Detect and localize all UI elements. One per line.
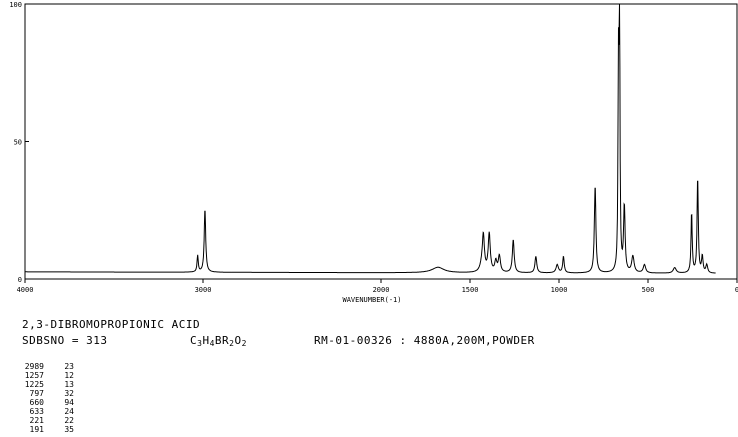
plot-frame: [24, 3, 738, 280]
peak-row: 221 22: [22, 416, 74, 425]
x-tick-label: 0: [735, 286, 738, 294]
peak-intensity: 32: [64, 389, 74, 398]
x-tick-label: 3000: [195, 286, 212, 294]
plot-border: [24, 3, 738, 280]
sdbs-number: SDBSNO = 313: [22, 334, 108, 347]
molecular-formula: C3H4BR2O2: [190, 334, 247, 348]
peak-wavenumber: 1225: [24, 380, 44, 389]
peak-wavenumber: 1257: [24, 371, 44, 380]
peak-wavenumber: 797: [29, 389, 44, 398]
raman-spectrum-chart: 0 50 100 4000 3000 2000 1500 1000 500 0 WAVENUMB…: [9, 1, 738, 304]
x-axis-label: WAVENUMBER(-1): [342, 296, 401, 304]
peak-intensity: 13: [64, 380, 74, 389]
peak-wavenumber: 633: [29, 407, 44, 416]
peak-intensity: 94: [64, 398, 74, 407]
peak-row: 191 35: [22, 425, 74, 434]
y-axis: 0 50 100: [9, 1, 29, 284]
x-tick-label: 4000: [17, 286, 34, 294]
peak-wavenumber: 2989: [24, 362, 44, 371]
peak-table: 2989 23 1257 12 1225 13 797 32 660 94 633 24 2…: [22, 362, 74, 434]
x-tick-label: 1000: [551, 286, 568, 294]
peak-row: 660 94: [22, 398, 74, 407]
x-axis: 4000 3000 2000 1500 1000 500 0: [17, 279, 738, 294]
y-tick-label: 50: [14, 139, 22, 147]
compound-name: 2,3-DIBROMOPROPIONIC ACID: [22, 318, 201, 331]
peak-row: 633 24: [22, 407, 74, 416]
peak-wavenumber: 221: [29, 416, 44, 425]
peak-intensity: 12: [64, 371, 74, 380]
x-tick-label: 1500: [462, 286, 479, 294]
peak-row: 1257 12: [22, 371, 74, 380]
x-tick-label: 500: [642, 286, 655, 294]
y-tick-label: 100: [9, 1, 22, 9]
peak-intensity: 35: [64, 425, 74, 434]
peak-intensity: 24: [64, 407, 74, 416]
y-tick-label: 0: [18, 276, 22, 284]
peak-intensity: 23: [64, 362, 74, 371]
peak-wavenumber: 191: [29, 425, 44, 434]
peak-row: 2989 23: [22, 362, 74, 371]
measurement-info: RM-01-00326 : 4880A,200M,POWDER: [314, 334, 535, 347]
peak-row: 1225 13: [22, 380, 74, 389]
peak-row: 797 32: [22, 389, 74, 398]
peak-intensity: 22: [64, 416, 74, 425]
x-tick-label: 2000: [373, 286, 390, 294]
spectrum-line: [25, 3, 716, 274]
peak-wavenumber: 660: [29, 398, 44, 407]
